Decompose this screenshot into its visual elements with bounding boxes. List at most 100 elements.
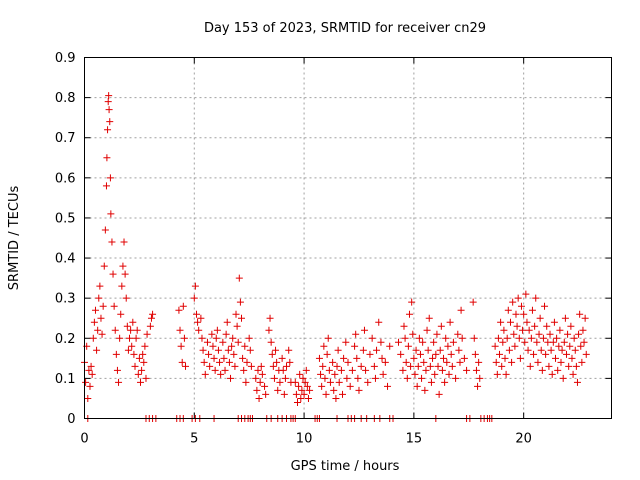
data-point [501,354,509,362]
data-point [447,350,455,358]
data-point [578,358,586,366]
data-point [554,366,562,374]
data-point [506,318,514,326]
data-point [142,374,150,382]
data-point [99,302,107,310]
data-point [370,362,378,370]
data-point [106,174,114,182]
data-point [255,394,263,402]
x-tick-label: 15 [406,432,423,447]
data-point [432,350,440,358]
data-point [236,298,244,306]
data-point [469,298,477,306]
data-point [131,362,139,370]
y-tick-label: 0.8 [55,91,76,106]
data-point [498,362,506,370]
data-point [146,322,154,330]
data-point [133,326,141,334]
data-point [130,350,138,358]
data-point [413,382,421,390]
data-point [552,354,560,362]
data-point [333,362,341,370]
data-point [261,382,269,390]
data-point [240,366,248,374]
data-point [355,386,363,394]
data-point [352,330,360,338]
data-point [128,342,136,350]
data-point [253,386,261,394]
y-tick-label: 0.6 [55,171,76,186]
data-point [104,98,112,106]
data-point [557,358,565,366]
data-point [366,350,374,358]
data-point [205,350,213,358]
data-point [448,362,456,370]
data-point [449,338,457,346]
data-point [553,334,561,342]
data-point [427,378,435,386]
data-point [425,314,433,322]
data-point [112,350,120,358]
data-point [344,358,352,366]
data-point [116,334,124,342]
data-point [401,334,409,342]
data-point [273,358,281,366]
data-point [548,370,556,378]
data-point [555,342,563,350]
y-tick-label: 0.7 [55,131,76,146]
chart-title: Day 153 of 2023, SRMTID for receiver cn2… [204,21,486,36]
data-point [460,354,468,362]
data-point [339,390,347,398]
data-point [493,370,501,378]
data-point [463,366,471,374]
data-point [402,358,410,366]
data-point [399,366,407,374]
data-point [135,354,143,362]
data-point [452,374,460,382]
data-point [323,350,331,358]
data-point [195,326,203,334]
data-point [199,346,207,354]
data-point [254,366,262,374]
data-point [85,366,93,374]
data-point [272,346,280,354]
data-point [565,362,573,370]
data-point [348,366,356,374]
data-point [454,330,462,338]
data-point [472,366,480,374]
data-point [331,370,339,378]
data-point [421,386,429,394]
data-point [577,342,585,350]
data-point [522,290,530,298]
data-point [433,330,441,338]
data-point [209,342,217,350]
data-point [256,378,264,386]
data-point [357,362,365,370]
data-point [179,302,187,310]
data-point [567,322,575,330]
data-point [276,378,284,386]
data-point [98,330,106,338]
data-point [513,322,521,330]
data-point [270,374,278,382]
data-point [568,354,576,362]
data-point [231,362,239,370]
data-point [474,382,482,390]
data-point [321,374,329,382]
data-point [546,330,554,338]
data-point [97,314,105,322]
data-point [359,346,367,354]
data-point [509,298,517,306]
data-point [89,334,97,342]
data-point [108,238,116,246]
data-point [415,334,423,342]
data-point [545,362,553,370]
data-point [457,306,465,314]
data-point [140,358,148,366]
data-point [541,302,549,310]
data-point [90,318,98,326]
data-point [96,282,104,290]
data-point [530,350,538,358]
data-point [437,322,445,330]
data-point [572,362,580,370]
